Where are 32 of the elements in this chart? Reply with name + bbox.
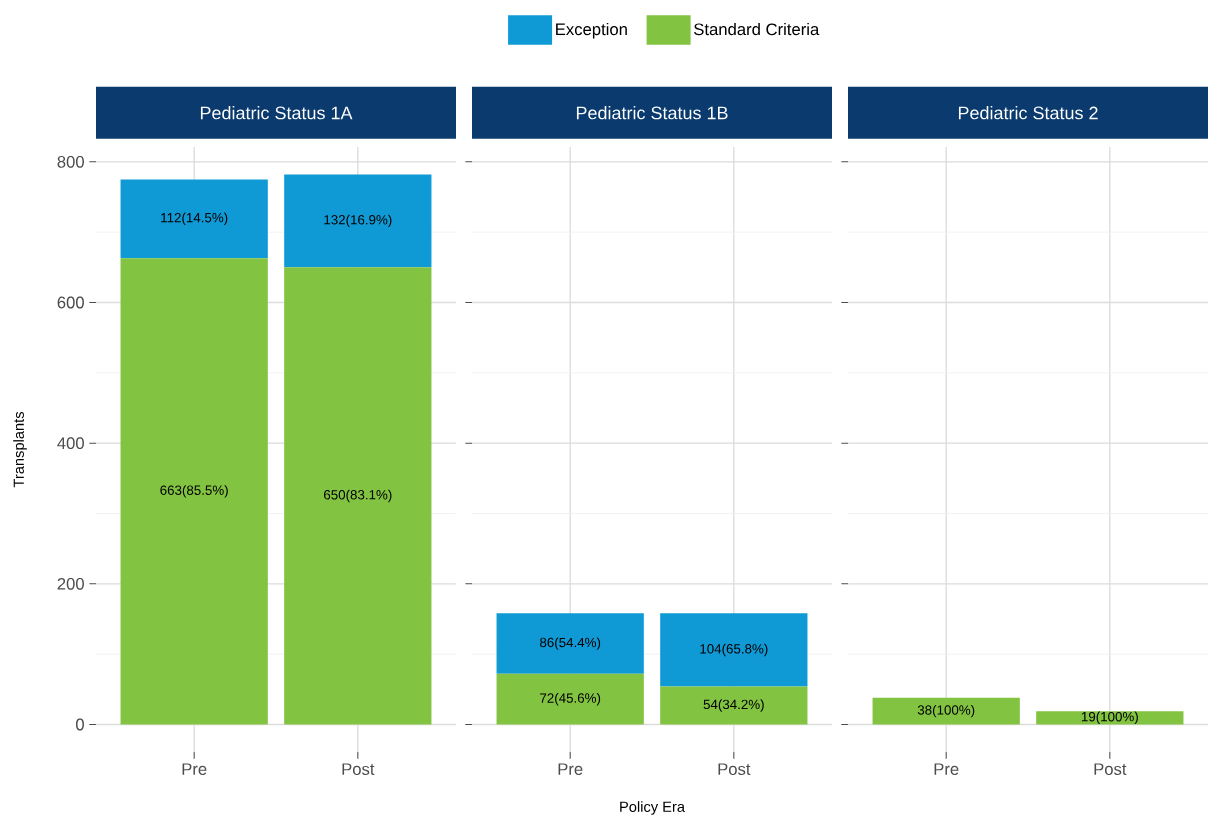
data-label: 112(14.5%) bbox=[161, 212, 228, 226]
bar bbox=[120, 258, 268, 725]
y-axis-title: Transplants bbox=[13, 412, 27, 488]
data-label: 86(54.4%) bbox=[540, 637, 601, 650]
y-tick-label: 0 bbox=[76, 718, 84, 731]
data-label: 650(83.1%) bbox=[324, 489, 392, 503]
x-axis-title: Policy Era bbox=[620, 801, 685, 815]
bar bbox=[120, 179, 268, 259]
chart-title: Pediatric Status 1B bbox=[576, 106, 728, 120]
y-tick-label: 600 bbox=[57, 296, 84, 309]
chart-title: Pediatric Status 1A bbox=[200, 106, 353, 120]
data-label: 54(34.2%) bbox=[703, 699, 764, 712]
x-tick-label: Post bbox=[718, 763, 751, 776]
x-tick-label: Pre bbox=[558, 763, 583, 776]
y-tick-label: 400 bbox=[57, 437, 84, 450]
data-label: 104(65.8%) bbox=[700, 643, 768, 657]
data-label: 663(85.5%) bbox=[160, 485, 228, 498]
data-label: 19(100%) bbox=[1081, 711, 1138, 725]
bar bbox=[284, 174, 432, 268]
x-tick-label: Post bbox=[342, 763, 375, 776]
x-tick-label: Post bbox=[1094, 763, 1127, 776]
y-tick-label: 800 bbox=[57, 155, 84, 168]
y-tick-label: 200 bbox=[57, 577, 84, 590]
bar bbox=[284, 267, 432, 725]
data-label: 132(16.9%) bbox=[324, 214, 392, 228]
x-tick-label: Pre bbox=[182, 763, 207, 776]
legend-label: Standard Criteria bbox=[694, 22, 820, 36]
x-tick-label: Pre bbox=[934, 763, 959, 776]
chart-title: Pediatric Status 2 bbox=[958, 106, 1098, 120]
data-label: 38(100%) bbox=[917, 704, 975, 718]
legend-label: Exception bbox=[556, 22, 627, 39]
data-label: 72(45.6%) bbox=[540, 692, 601, 706]
